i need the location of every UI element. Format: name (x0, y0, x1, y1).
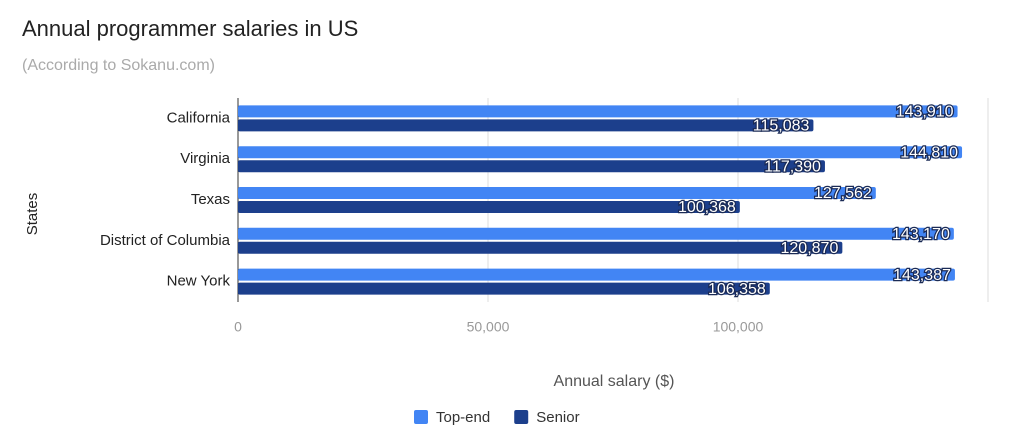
value-label: 143,387 (893, 267, 951, 284)
y-tick-label: Texas (191, 191, 230, 208)
x-tick-label: 0 (234, 319, 242, 335)
x-tick-label: 100,000 (713, 319, 764, 335)
x-tick-label: 50,000 (467, 319, 510, 335)
bar (238, 201, 740, 213)
bar (238, 105, 958, 118)
bar (238, 282, 770, 295)
y-tick-label: Virginia (180, 150, 230, 167)
value-label: 143,170 (892, 226, 950, 243)
y-axis-label: States (24, 193, 41, 236)
value-label: 127,562 (814, 185, 872, 202)
bar (238, 268, 955, 281)
value-label: 117,390 (764, 158, 821, 175)
legend-swatch (414, 410, 428, 424)
y-tick-label: California (167, 109, 231, 126)
bar (238, 187, 876, 199)
bar (238, 146, 963, 159)
legend-label: Top-end (436, 409, 490, 426)
value-label: 100,368 (678, 199, 736, 216)
x-axis-label: Annual salary ($) (554, 373, 675, 390)
value-label: 144,810 (900, 144, 958, 161)
chart-subtitle: (According to Sokanu.com) (22, 57, 215, 74)
y-tick-label: New York (167, 273, 231, 290)
bar (238, 119, 814, 132)
value-label: 143,910 (896, 104, 954, 121)
bar (238, 241, 843, 254)
legend-label: Senior (536, 409, 579, 426)
value-label: 106,358 (708, 281, 766, 298)
chart-title: Annual programmer salaries in US (22, 16, 358, 41)
bar (238, 160, 825, 173)
legend-swatch (514, 410, 529, 424)
bar (238, 227, 954, 240)
y-tick-label: District of Columbia (100, 232, 231, 249)
value-label: 115,083 (753, 118, 810, 135)
value-label: 120,870 (781, 240, 839, 257)
